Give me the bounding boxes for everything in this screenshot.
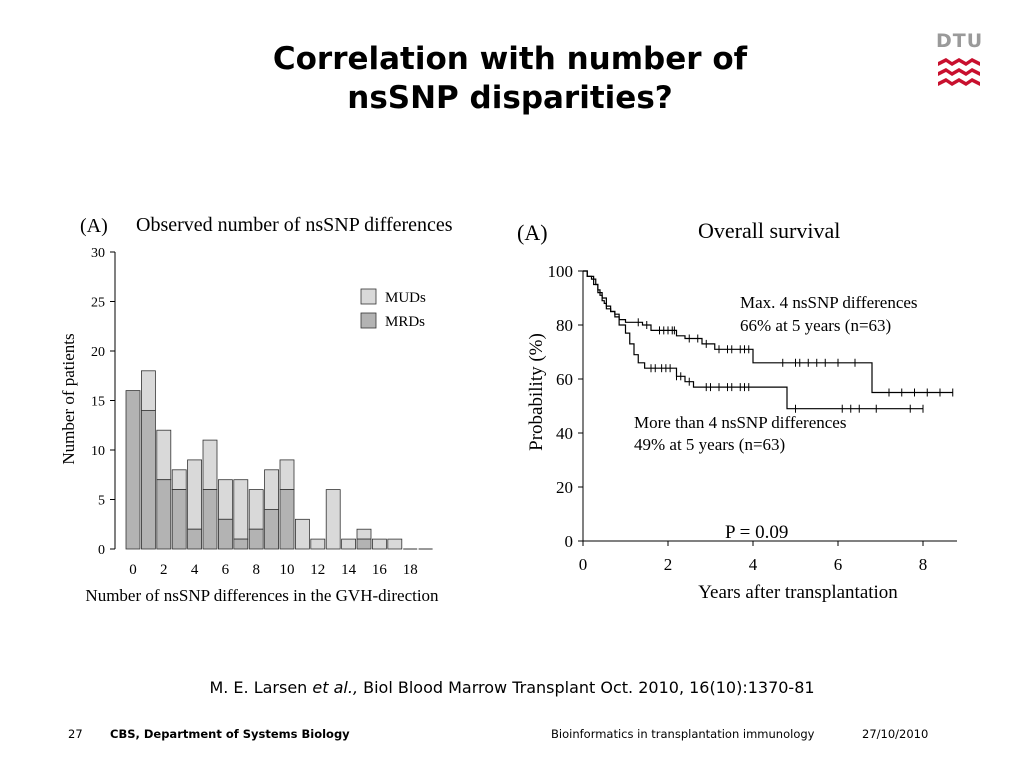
km-series1-label-line1: Max. 4 nsSNP differences (740, 293, 918, 312)
legend-swatch (360, 312, 377, 329)
hist-bar-mrds (141, 409, 156, 550)
km-panel-label: (A) (517, 220, 548, 245)
km-title: Overall survival (698, 218, 840, 243)
hist-y-axis-label: Number of patients (59, 333, 78, 464)
km-x-tick-label: 6 (834, 555, 843, 574)
hist-title: Observed number of nsSNP differences (136, 214, 453, 236)
dtu-logo-mark (938, 58, 980, 86)
hist-axes: 0 5 10 15 20 25 30 0 2 4 6 8 10 12 14 16 18 (91, 246, 418, 578)
hist-bar-mrds (171, 489, 187, 550)
hist-bar-mrds (264, 508, 280, 550)
legend-label: MRDs (385, 314, 425, 330)
hist-bar-muds (310, 538, 326, 550)
hist-x-tick-label: 16 (372, 562, 388, 578)
km-x-axis-label: Years after transplantation (698, 582, 898, 603)
hist-bar-muds (217, 479, 233, 520)
km-curves (583, 270, 954, 413)
km-y-tick-label: 60 (556, 370, 573, 389)
hist-bars (125, 370, 433, 550)
hist-bar-muds (371, 538, 387, 550)
slide-title-line2: nsSNP disparities? (347, 80, 673, 116)
hist-y-tick-label: 20 (91, 345, 105, 360)
hist-bar-muds (325, 489, 341, 550)
hist-bar-muds (248, 489, 264, 530)
slide-title-line1: Correlation with number of (272, 41, 748, 77)
citation-source: Biol Blood Marrow Transplant Oct. 2010, … (358, 678, 815, 697)
km-x-tick-label: 4 (749, 555, 758, 574)
hist-y-tick-label: 15 (91, 395, 105, 410)
hist-bar-muds (294, 518, 310, 550)
legend-label: MUDs (385, 290, 426, 306)
footer-date: 27/10/2010 (862, 727, 929, 741)
footer-department: CBS, Department of Systems Biology (110, 727, 350, 741)
hist-bar-mrds (202, 489, 218, 550)
hist-bar-muds (156, 429, 172, 481)
km-x-tick-label: 0 (579, 555, 588, 574)
km-y-tick-label: 40 (556, 424, 573, 443)
hist-bar-mrds (279, 489, 295, 550)
km-p-value: P = 0.09 (725, 522, 788, 543)
km-y-tick-label: 20 (556, 478, 573, 497)
footer-page-number: 27 (68, 727, 83, 741)
km-curve-series-2 (583, 270, 923, 410)
slide-title: Correlation with number of nsSNP dispari… (200, 40, 820, 118)
hist-bar-mrds (233, 538, 249, 550)
km-y-tick-label: 0 (565, 532, 574, 551)
hist-bar-muds (187, 459, 203, 530)
citation-etal: et al., (312, 678, 359, 697)
logo-text: DTU (936, 30, 984, 52)
hist-x-tick-label: 4 (191, 562, 199, 578)
footer-course: Bioinformatics in transplantation immuno… (551, 727, 815, 741)
hist-bar-mrds (217, 518, 233, 550)
hist-y-tick-label: 0 (98, 543, 105, 558)
hist-legend: MUDs MRDs (360, 288, 426, 330)
dtu-logo: DTU (936, 30, 982, 94)
km-y-tick-label: 80 (556, 316, 573, 335)
hist-y-tick-label: 10 (91, 444, 105, 459)
km-y-axis-label: Probability (%) (526, 333, 547, 451)
legend-swatch (360, 288, 377, 305)
hist-y-tick-label: 25 (91, 296, 105, 311)
hist-panel-label: (A) (80, 215, 108, 237)
hist-x-tick-label: 0 (129, 562, 137, 578)
km-series2-label-line1: More than 4 nsSNP differences (634, 413, 846, 432)
hist-bar-muds (171, 469, 187, 490)
km-axes: 0 20 40 60 80 100 0 2 4 6 8 (548, 262, 957, 574)
hist-bar-muds (279, 459, 295, 490)
km-x-tick-label: 2 (664, 555, 673, 574)
hist-bar-muds (202, 439, 218, 491)
hist-bar-mrds (187, 528, 203, 550)
hist-x-axis-label: Number of nsSNP differences in the GVH-d… (85, 586, 439, 605)
km-x-tick-label: 8 (919, 555, 928, 574)
citation: M. E. Larsen et al., Biol Blood Marrow T… (0, 678, 1024, 697)
hist-x-tick-label: 18 (403, 562, 418, 578)
hist-bar-mrds (356, 538, 372, 550)
km-series2-label-line2: 49% at 5 years (n=63) (634, 435, 785, 454)
hist-bar-mrds (125, 390, 141, 550)
hist-x-tick-label: 14 (341, 562, 357, 578)
histogram-chart: (A) Observed number of nsSNP differences… (59, 214, 453, 605)
citation-authors: M. E. Larsen (209, 678, 313, 697)
km-series1-label-line2: 66% at 5 years (n=63) (740, 316, 891, 335)
hist-y-tick-label: 5 (98, 494, 105, 509)
hist-x-tick-label: 2 (160, 562, 168, 578)
hist-bar-muds (264, 469, 280, 510)
hist-bar-muds (141, 370, 156, 411)
hist-x-tick-label: 6 (222, 562, 230, 578)
hist-bar-muds (387, 538, 403, 550)
hist-bar-mrds (248, 528, 264, 550)
survival-chart: (A) Overall survival Years after transpl… (517, 218, 957, 603)
hist-bar-mrds (156, 479, 172, 550)
hist-bar-muds (233, 479, 249, 540)
hist-x-tick-label: 8 (252, 562, 260, 578)
hist-x-tick-label: 12 (310, 562, 325, 578)
hist-x-tick-label: 10 (280, 562, 295, 578)
hist-bar-muds (356, 528, 372, 540)
km-y-tick-label: 100 (548, 262, 574, 281)
hist-y-tick-label: 30 (91, 246, 105, 261)
hist-bar-muds (341, 538, 357, 550)
